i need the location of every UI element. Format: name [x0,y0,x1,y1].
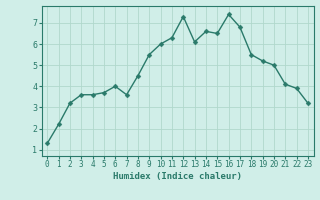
X-axis label: Humidex (Indice chaleur): Humidex (Indice chaleur) [113,172,242,181]
